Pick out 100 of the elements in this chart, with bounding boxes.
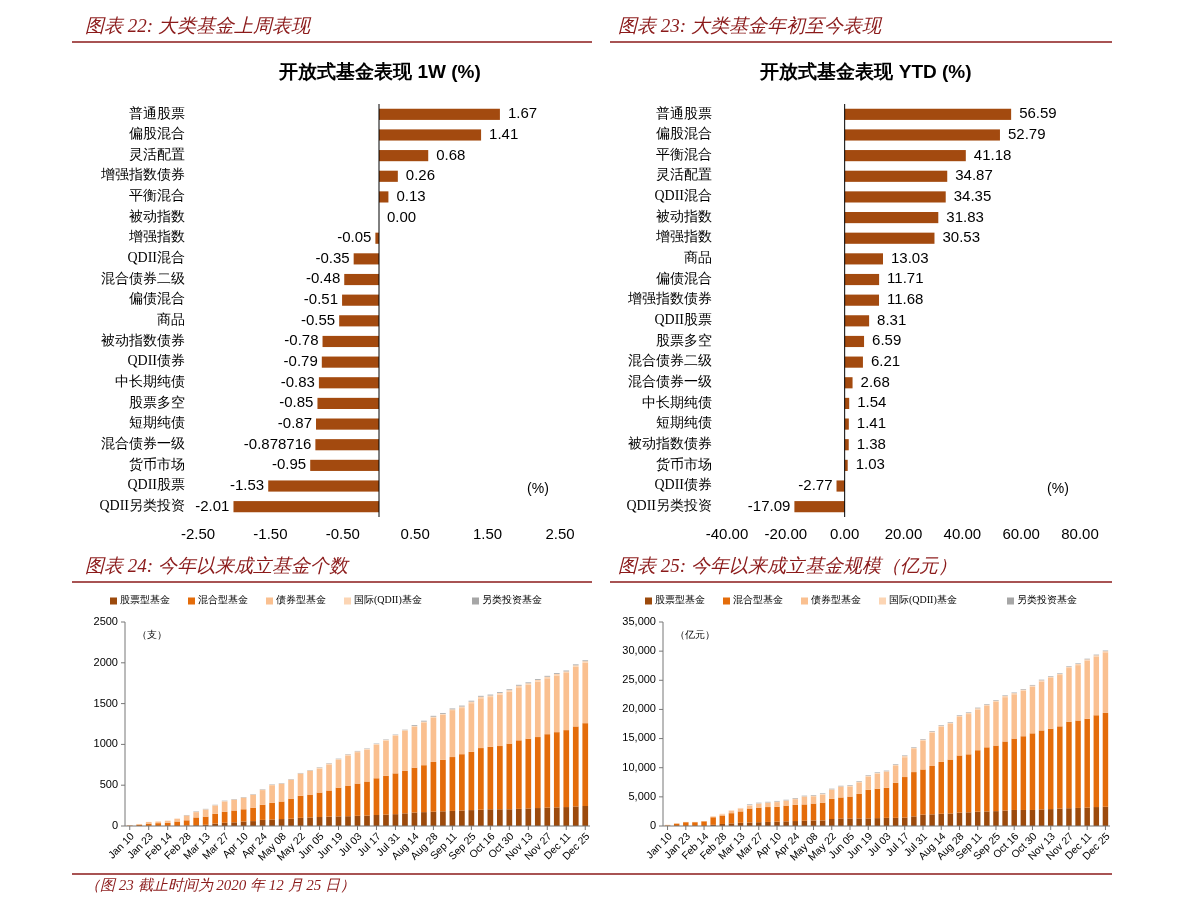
y-tick-label: QDII混合 <box>654 188 712 204</box>
y-tick-label: 增强指数债券 <box>627 291 712 307</box>
y-tick-label: 混合债券二级 <box>101 270 185 286</box>
y-tick-label: 普通股票 <box>656 104 712 121</box>
data-label: 2.68 <box>860 372 890 390</box>
data-label: -0.85 <box>279 393 314 411</box>
y-tick-label: 货币市场 <box>656 456 712 472</box>
y-tick-label: 短期纯债 <box>656 415 712 431</box>
y-tick-label: 增强指数 <box>128 229 185 245</box>
chart-title: 图表 23: 大类基金年初至今表现 <box>618 15 883 37</box>
data-label: 41.18 <box>973 145 1012 163</box>
data-label: -1.53 <box>230 475 265 493</box>
data-label: -0.05 <box>337 228 372 246</box>
x-tick-label: 80.00 <box>1061 524 1099 542</box>
legend-label: 国际(QDII)基金 <box>354 594 422 607</box>
data-label: 6.21 <box>870 352 901 370</box>
y-tick-label: QDII混合 <box>127 250 185 266</box>
data-label: -2.01 <box>195 496 230 514</box>
y-tick-label: 平衡混合 <box>656 146 712 162</box>
data-label: -0.48 <box>306 269 341 287</box>
data-label: -0.95 <box>272 455 307 473</box>
data-label: 1.38 <box>856 434 886 452</box>
y-tick-label: 货币市场 <box>129 456 185 472</box>
y-tick-label: QDII另类投资 <box>626 497 712 513</box>
data-label: -0.78 <box>284 331 319 349</box>
chart-title: 图表 22: 大类基金上周表现 <box>85 15 312 37</box>
data-label: -0.878716 <box>243 434 312 452</box>
y-tick-label: 混合债券二级 <box>628 353 712 369</box>
chart-subtitle: 开放式基金表现 1W (%) <box>278 61 481 83</box>
y-tick-label: 股票多空 <box>129 394 185 410</box>
data-label: 34.35 <box>953 186 992 204</box>
y-tick-label: 0 <box>649 818 656 831</box>
data-label: 1.54 <box>857 393 887 411</box>
y-tick-label: 被动指数债券 <box>628 435 712 451</box>
y-tick-label: 灵活配置 <box>129 146 185 162</box>
y-tick-label: 5,000 <box>628 789 656 802</box>
y-tick-label: 被动指数 <box>656 208 712 224</box>
x-tick-label: -0.50 <box>325 524 360 542</box>
annotation: (%) <box>527 479 549 496</box>
chart-subtitle: 开放式基金表现 YTD (%) <box>759 61 972 83</box>
y-tick-label: 0 <box>111 818 118 831</box>
y-tick-label: 1500 <box>93 696 118 709</box>
legend-label: 另类投资基金 <box>482 594 542 606</box>
data-label: -0.55 <box>300 310 336 328</box>
y-tick-label: QDII债券 <box>654 477 712 493</box>
legend-label: 债券型基金 <box>276 594 326 606</box>
chart-title: 图表 25: 今年以来成立基金规模（亿元） <box>618 555 957 577</box>
y-tick-label: 500 <box>99 778 118 791</box>
legend-label: 混合型基金 <box>733 594 783 606</box>
data-label: 8.31 <box>877 310 907 328</box>
data-label: 31.83 <box>946 207 984 225</box>
y-tick-label: 增强指数债券 <box>100 167 185 183</box>
annotation: (%) <box>1047 479 1069 496</box>
legend-label: 债券型基金 <box>811 594 861 606</box>
y-tick-label: QDII股票 <box>654 312 712 328</box>
data-label: 13.03 <box>891 248 929 266</box>
data-label: 56.59 <box>1019 104 1057 122</box>
data-label: -0.83 <box>280 372 315 390</box>
data-label: 11.71 <box>887 269 924 287</box>
x-tick-label: -1.50 <box>253 524 288 542</box>
legend-label: 另类投资基金 <box>1017 594 1077 606</box>
y-tick-label: 2000 <box>93 655 118 668</box>
y-tick-label: 中长期纯债 <box>642 394 712 410</box>
y-tick-label: 商品 <box>684 250 712 266</box>
y-tick-label: 混合债券一级 <box>628 373 712 389</box>
data-label: 11.68 <box>887 290 924 308</box>
y-tick-label: 短期纯债 <box>129 415 185 431</box>
data-label: 1.41 <box>489 124 519 142</box>
y-tick-label: 平衡混合 <box>129 188 185 204</box>
y-tick-label: 被动指数债券 <box>101 332 185 348</box>
y-tick-label: 偏股混合 <box>129 126 185 142</box>
x-tick-label: 40.00 <box>943 524 982 542</box>
y-tick-label: 2500 <box>93 614 118 627</box>
y-tick-label: QDII另类投资 <box>99 497 185 513</box>
y-tick-label: 偏股混合 <box>656 126 712 142</box>
data-label: -0.87 <box>277 414 313 432</box>
data-label: 0.68 <box>436 145 466 163</box>
data-label: -2.77 <box>798 475 833 493</box>
legend-label: 股票型基金 <box>655 594 705 606</box>
y-tick-label: 偏债混合 <box>656 270 712 286</box>
y-tick-label: 中长期纯债 <box>115 373 185 389</box>
y-tick-label: 30,000 <box>622 644 656 657</box>
y-tick-label: 20,000 <box>622 702 656 715</box>
x-tick-label: -2.50 <box>180 524 216 542</box>
data-label: 1.03 <box>855 455 885 473</box>
y-tick-label: 灵活配置 <box>656 167 712 183</box>
data-label: 52.79 <box>1007 124 1046 142</box>
y-tick-label: 35,000 <box>622 614 656 627</box>
y-tick-label: 10,000 <box>622 760 656 773</box>
legend-label: 国际(QDII)基金 <box>889 594 957 607</box>
x-tick-label: -40.00 <box>705 524 749 542</box>
y-axis-title: （亿元） <box>675 629 715 641</box>
x-tick-label: -20.00 <box>764 524 808 542</box>
x-tick-label: 20.00 <box>884 524 923 542</box>
data-label: 0.00 <box>387 207 417 225</box>
data-label: 6.59 <box>872 331 902 349</box>
legend-label: 股票型基金 <box>120 594 170 606</box>
data-label: -0.51 <box>303 290 339 308</box>
y-tick-label: 股票多空 <box>656 332 712 348</box>
y-tick-label: 被动指数 <box>129 208 185 224</box>
